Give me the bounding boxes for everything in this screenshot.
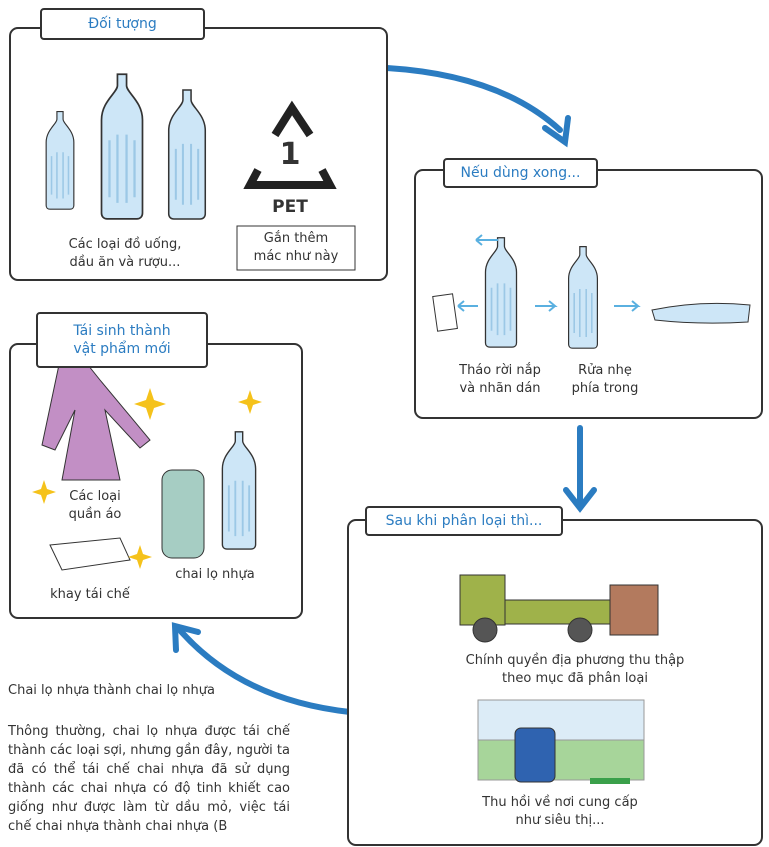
label xyxy=(433,294,458,331)
item: chai lọ nhựa xyxy=(160,566,270,584)
store xyxy=(478,700,644,784)
page: Đối tượng Các loại đồ uống, dầu ăn và rư… xyxy=(0,0,769,847)
symbol-label: PET xyxy=(250,198,330,216)
note-body: Thông thường, chai lọ nhựa được tái chế … xyxy=(8,722,290,836)
note-heading: Chai lọ nhựa thành chai lọ nhựa xyxy=(8,682,298,700)
illustration xyxy=(0,0,769,847)
green-bottle xyxy=(162,470,204,558)
caption: Các loại đồ uống, dầu ăn và rượu... xyxy=(40,236,210,272)
caption: Thu hồi về nơi cung cấp như siêu thị... xyxy=(440,794,680,830)
tag-text: Gắn thêm mác như này xyxy=(237,230,355,266)
panel-title: Sau khi phân loại thì... xyxy=(365,506,563,536)
symbol-number: 1 xyxy=(270,138,310,172)
item: Các loại quần áo xyxy=(50,488,140,524)
caption: Chính quyền địa phương thu thập theo mục… xyxy=(410,652,740,688)
panel-title: Tái sinh thành vật phẩm mới xyxy=(36,312,208,368)
panel-title: Nếu dùng xong... xyxy=(443,158,598,188)
panel-title: Đối tượng xyxy=(40,8,205,40)
step: Rửa nhẹ phía trong xyxy=(555,362,655,398)
item: khay tái chế xyxy=(30,586,150,604)
step: Tháo rời nắp và nhãn dán xyxy=(440,362,560,398)
